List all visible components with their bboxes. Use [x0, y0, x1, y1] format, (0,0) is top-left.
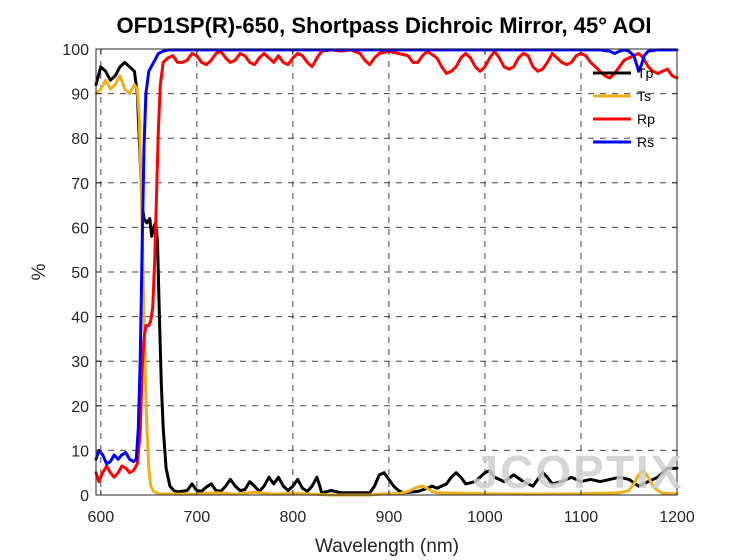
y-tick-label: 70: [71, 176, 89, 193]
chart-title: OFD1SP(R)-650, Shortpass Dichroic Mirror…: [117, 13, 652, 38]
series-line-rp: [94, 48, 679, 484]
y-tick-label: 30: [71, 354, 89, 371]
watermark: JCOPTIX: [473, 446, 684, 498]
y-tick-label: 80: [71, 131, 89, 148]
y-tick-label: 60: [71, 220, 89, 237]
y-axis-label: %: [29, 263, 50, 280]
y-tick-label: 0: [80, 488, 89, 505]
legend: Tp Ts Rp Rs: [593, 65, 655, 150]
series-line-rs: [94, 48, 679, 466]
y-tick-label: 10: [71, 443, 89, 460]
y-tick-label: 20: [71, 399, 89, 416]
x-tick-label: 600: [87, 509, 114, 526]
x-tick-label: 1200: [659, 509, 695, 526]
x-tick-label: 700: [183, 509, 210, 526]
y-tick-label: 90: [71, 87, 89, 104]
y-tick-label: 50: [71, 265, 89, 282]
legend-label-rp: Rp: [637, 111, 655, 127]
x-tick-label: 1100: [564, 509, 599, 526]
legend-label-tp: Tp: [637, 65, 654, 81]
x-axis-label: Wavelength (nm): [315, 536, 459, 557]
y-tick-label: 40: [71, 310, 89, 327]
x-tick-label: 900: [376, 509, 403, 526]
y-tick-label: 100: [62, 42, 89, 59]
series-line-ts: [94, 74, 679, 497]
legend-label-rs: Rs: [637, 134, 654, 150]
x-tick-label: 1000: [467, 509, 503, 526]
plot-area: 600 700 800 900 1000 1100 1200 0 10 20 30 40 50 60 70 8…: [62, 42, 695, 526]
x-tick-label: 800: [280, 509, 307, 526]
legend-label-ts: Ts: [637, 88, 651, 104]
